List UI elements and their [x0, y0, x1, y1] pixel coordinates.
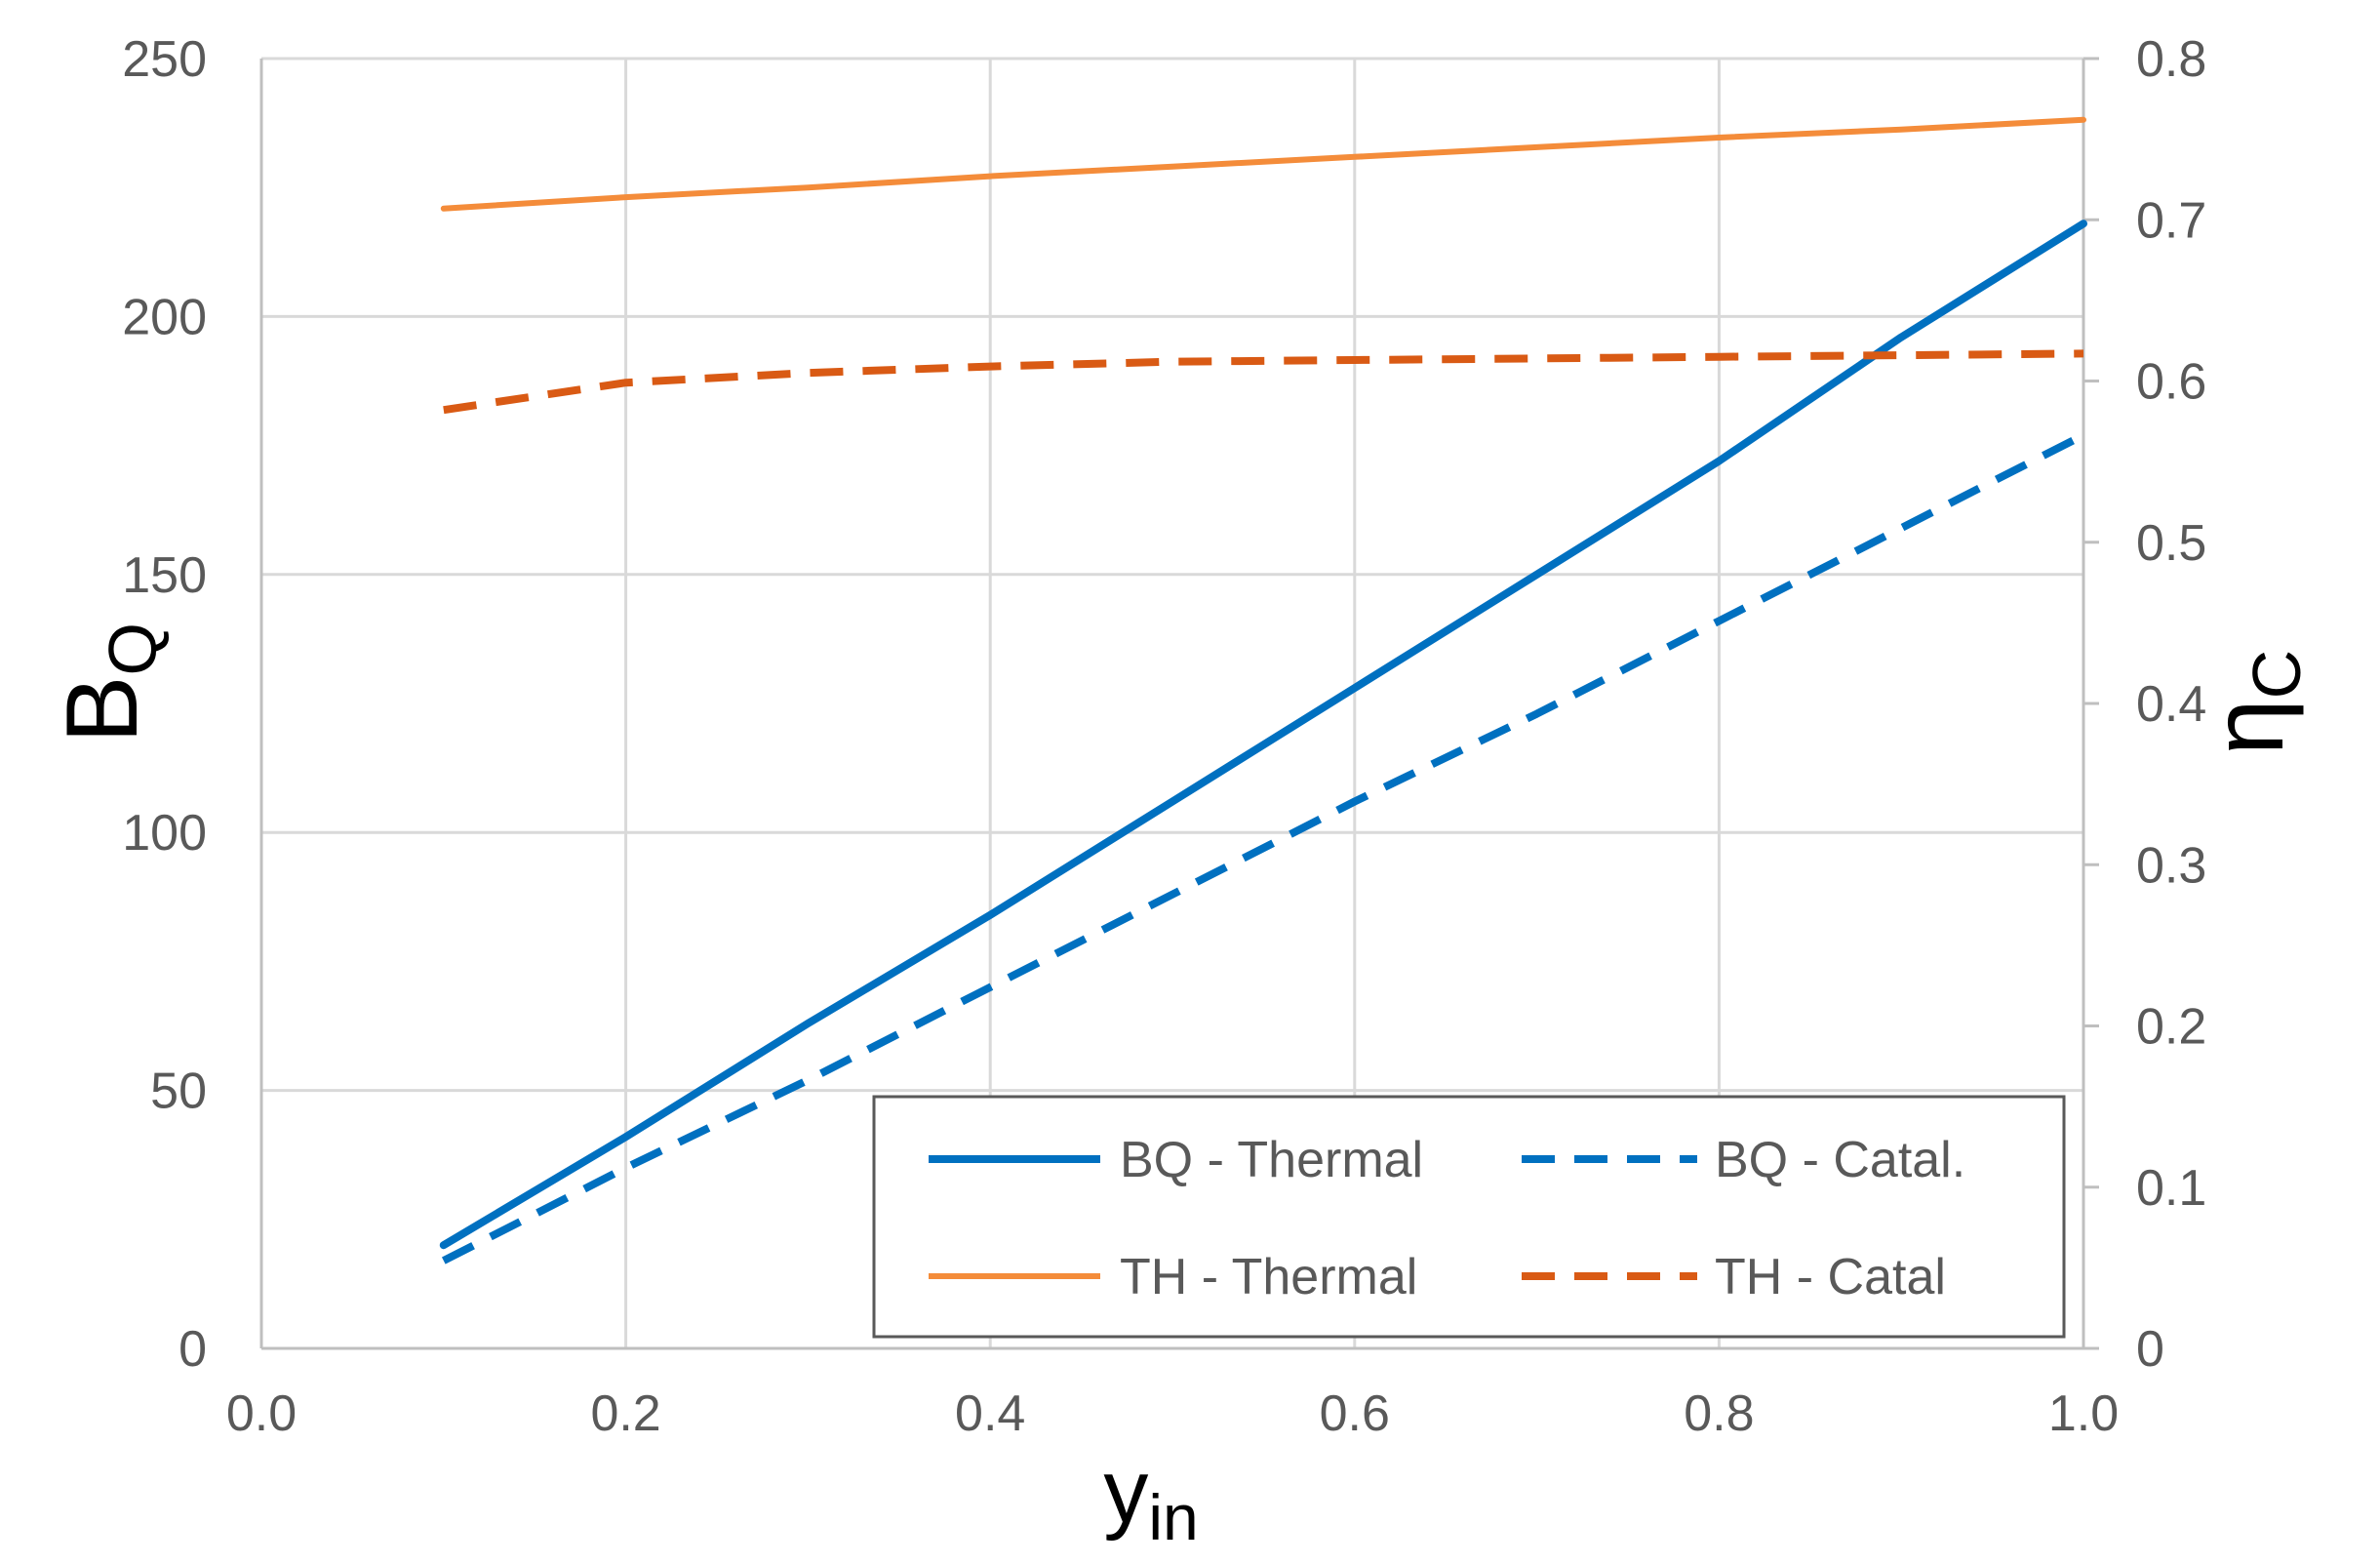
legend-box — [872, 1095, 2066, 1339]
legend-label-th-catal: TH - Catal — [1715, 1249, 1946, 1305]
legend-label-th-thermal: TH - Thermal — [1120, 1249, 1417, 1305]
y-right-tick-label: 0.2 — [2136, 999, 2206, 1056]
y-left-tick-label: 50 — [150, 1063, 207, 1120]
y-axis-left-title: BQ — [46, 622, 171, 743]
y-axis-left-title-sub: Q — [95, 622, 171, 675]
x-tick-label: 0.6 — [1320, 1385, 1390, 1442]
axes — [259, 57, 2099, 1350]
tick-labels: 0.0 0.2 0.4 0.6 0.8 1.0 0 50 100 150 200 250 0 0.1 0.2… — [122, 31, 2206, 1442]
y-left-tick-label: 150 — [122, 547, 207, 604]
y-right-tick-label: 0.7 — [2136, 192, 2206, 249]
series-line-bq-catal — [441, 431, 2085, 1264]
series-line-th-thermal — [440, 116, 2086, 212]
x-tick-label: 1.0 — [2048, 1385, 2119, 1442]
y-axis-right-title: ηC — [2192, 650, 2315, 755]
legend: BQ - Thermal BQ - Catal. TH - Thermal TH… — [872, 1095, 2066, 1339]
x-tick-label: 0.0 — [226, 1385, 297, 1442]
x-axis-title: yin — [1103, 1442, 1198, 1553]
y-left-tick-label: 100 — [122, 805, 207, 862]
y-right-tick-label: 0.5 — [2136, 515, 2206, 572]
x-axis-title-main: y — [1103, 1442, 1148, 1542]
y-left-tick-label: 0 — [178, 1321, 207, 1378]
x-axis-title-sub: in — [1148, 1481, 1198, 1553]
y-axis-right-title-main: η — [2192, 699, 2305, 755]
series-lines — [439, 116, 2087, 1264]
series-line-bq-thermal — [439, 220, 2087, 1250]
y-axis-left-title-main: B — [46, 676, 159, 743]
legend-label-bq-thermal: BQ - Thermal — [1120, 1132, 1423, 1188]
y-left-tick-label: 200 — [122, 289, 207, 345]
series-line-th-catal — [443, 349, 2084, 415]
x-tick-label: 0.8 — [1684, 1385, 1754, 1442]
gridlines — [261, 57, 2085, 1348]
legend-label-bq-catal: BQ - Catal. — [1715, 1132, 1965, 1188]
x-tick-label: 0.2 — [590, 1385, 660, 1442]
y-right-tick-label: 0 — [2136, 1321, 2164, 1378]
y-right-tick-label: 0.6 — [2136, 354, 2206, 411]
y-right-tick-label: 0.1 — [2136, 1160, 2206, 1217]
x-tick-label: 0.4 — [955, 1385, 1025, 1442]
y-right-tick-label: 0.4 — [2136, 676, 2206, 733]
y-left-tick-label: 250 — [122, 31, 207, 88]
y-right-tick-label: 0.8 — [2136, 31, 2206, 88]
y-right-tick-label: 0.3 — [2136, 837, 2206, 894]
y-axis-right-title-sub: C — [2239, 650, 2315, 700]
